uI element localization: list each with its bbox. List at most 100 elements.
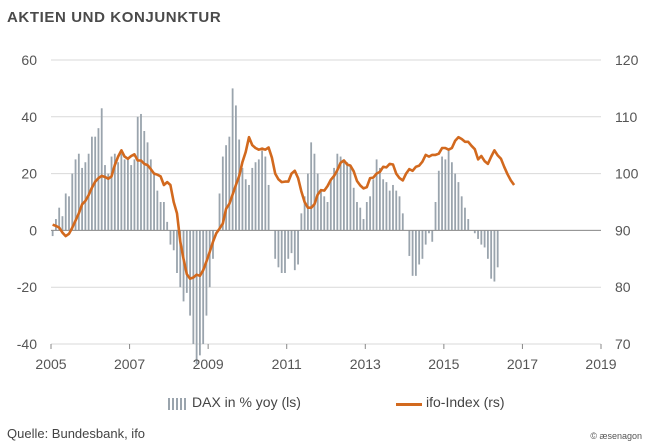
dax-bar (447, 150, 450, 231)
right-tick-label: 90 (615, 222, 631, 238)
left-tick-label: 20 (21, 166, 37, 182)
dax-bar (320, 190, 322, 231)
dax-bar (58, 207, 61, 231)
dax-bar (362, 219, 365, 231)
chart-title: AKTIEN UND KONJUNKTUR (7, 9, 222, 26)
dax-bar (365, 202, 368, 231)
dax-bar (401, 213, 404, 231)
dax-bar (254, 162, 257, 231)
dax-bar (107, 173, 110, 231)
dax-bar (349, 165, 352, 231)
dax-bar (133, 159, 136, 231)
dax-bar (414, 230, 417, 276)
dax-bar (274, 230, 277, 259)
dax-bar (493, 230, 496, 282)
dax-bar (280, 230, 283, 273)
x-axis-ticks: 2005 2007 2009 2011 2013 2015 2017 2019 (35, 344, 617, 372)
x-tick-label: 2019 (585, 356, 616, 372)
dax-bar (117, 162, 119, 231)
dax-bar (241, 167, 244, 231)
dax-bar (372, 179, 375, 231)
dax-bar (480, 230, 483, 245)
dax-bar (483, 230, 486, 248)
dax-bar (333, 167, 335, 231)
right-tick-label: 70 (615, 336, 631, 352)
dax-bar (385, 182, 388, 231)
dax-bar (490, 230, 493, 279)
x-tick-label: 2011 (272, 356, 302, 372)
dax-bar (199, 230, 201, 356)
right-tick-label: 100 (615, 166, 639, 182)
dax-bar (208, 230, 211, 288)
x-tick-label: 2017 (507, 356, 538, 372)
dax-bar (225, 145, 227, 231)
dax-bar (166, 221, 169, 231)
left-tick-label: -20 (17, 279, 37, 295)
dax-bar (163, 202, 165, 231)
dax-bar (248, 184, 250, 231)
dax-bar (202, 230, 205, 344)
dax-bar (156, 190, 159, 231)
dax-bar (339, 156, 342, 231)
dax-bar (303, 196, 306, 231)
x-tick-label: 2015 (428, 356, 459, 372)
dax-bar (159, 202, 162, 231)
dax-bar (81, 167, 83, 231)
dax-bar (68, 196, 70, 231)
dax-bar (251, 167, 254, 231)
dax-bar (477, 230, 479, 239)
dax-bar (287, 230, 290, 259)
dax-bar (496, 230, 499, 268)
dax-bar (64, 193, 67, 231)
dax-bar (261, 150, 263, 231)
dax-bar (457, 182, 460, 231)
dax-bar (238, 139, 241, 231)
dax-bar (418, 230, 421, 265)
dax-bar (140, 113, 142, 231)
dax-bar (235, 105, 237, 231)
dax-bar (444, 159, 447, 231)
dax-bar (323, 196, 326, 231)
x-tick-label: 2013 (350, 356, 381, 372)
dax-bar (369, 196, 371, 231)
dax-bar (378, 167, 381, 231)
dax-bar (356, 202, 358, 231)
dax-bar (267, 184, 270, 231)
right-tick-label: 120 (615, 52, 639, 68)
dax-bar (473, 230, 476, 234)
left-axis-ticks: 60 40 20 0 -20 -40 (17, 52, 37, 352)
dax-bar (189, 230, 191, 316)
dax-bar (136, 116, 139, 231)
dax-bar (441, 156, 443, 231)
dax-bar (313, 153, 316, 231)
left-tick-label: -40 (17, 336, 37, 352)
dax-bar (306, 173, 309, 231)
dax-bar (51, 230, 54, 237)
x-tick-label: 2009 (193, 356, 224, 372)
dax-bar (91, 136, 93, 231)
dax-bar (342, 159, 345, 231)
dax-bar (486, 230, 489, 259)
dax-bar (205, 230, 208, 316)
dax-bar (71, 173, 74, 231)
dax-bar (352, 187, 355, 231)
dax-bar (375, 159, 378, 231)
dax-bar (421, 230, 424, 259)
dax-bar (290, 230, 293, 254)
dax-bar (123, 159, 126, 231)
dax-bar (437, 170, 440, 231)
dax-bar (329, 179, 332, 231)
gridlines (51, 59, 601, 345)
legend-line-swatch (396, 403, 422, 406)
dax-bar (408, 230, 411, 256)
x-tick-label: 2005 (35, 356, 66, 372)
dax-bar (179, 230, 182, 288)
dax-bar (277, 230, 280, 268)
legend-dax-label: DAX in % yoy (ls) (192, 394, 301, 410)
dax-bar (392, 184, 394, 231)
dax-bar (264, 156, 267, 231)
dax-bar (454, 173, 457, 231)
dax-bar (153, 173, 155, 231)
copyright-mark: © æsenagon (590, 431, 642, 441)
